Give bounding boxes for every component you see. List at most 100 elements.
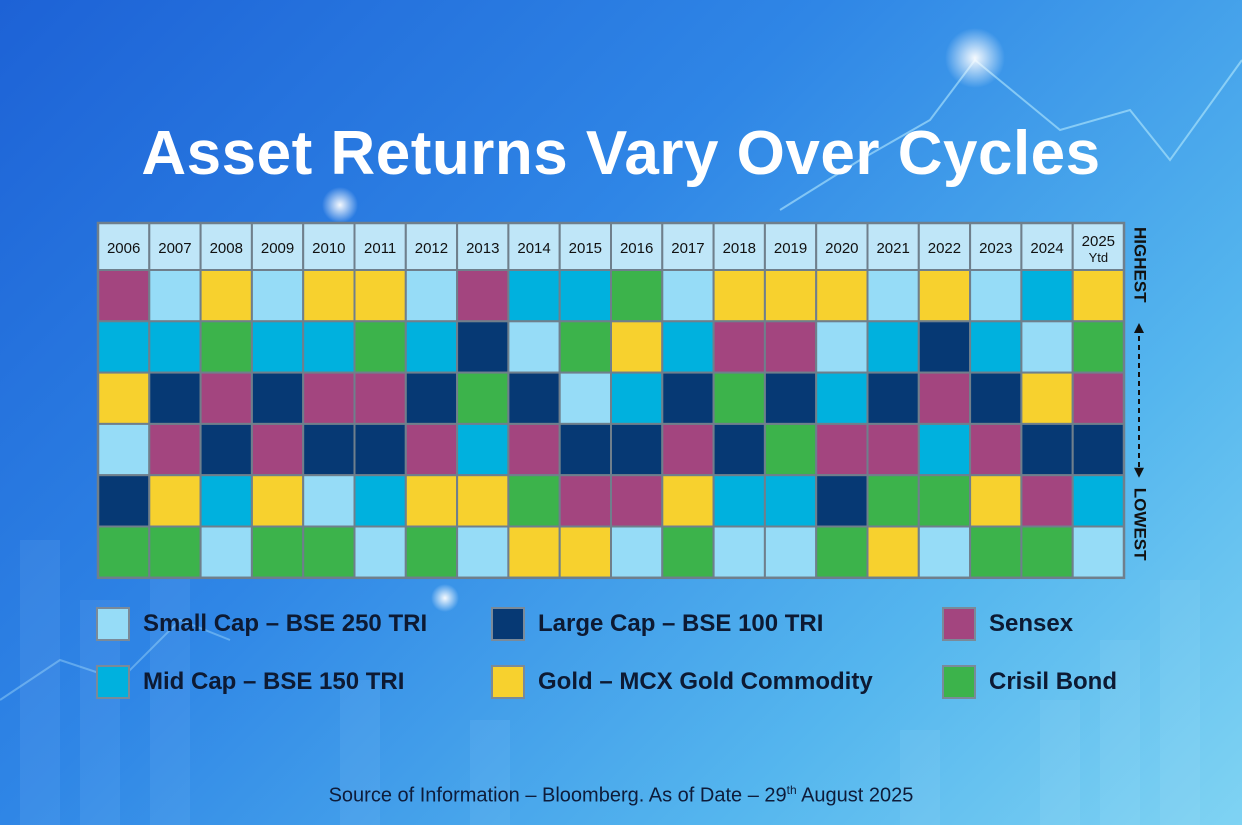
rank-cell [353,474,407,528]
rank-cell [250,371,305,425]
rank-cell [404,525,459,579]
rank-cell [712,371,766,425]
rank-cell [815,422,869,477]
year-header-cell [661,222,715,271]
rank-cell [917,474,972,528]
year-label: 2007 [158,240,191,257]
rank-cell [250,474,305,528]
rank-cell [302,474,356,528]
source-superscript: th [786,783,797,797]
year-label: 2014 [517,240,550,257]
rank-cell [712,474,766,528]
legend-swatch [491,665,525,699]
rank-cell [1020,320,1074,374]
highest-label: HIGHEST [1131,227,1150,303]
rank-cell [507,320,561,374]
rank-cell [661,371,715,425]
rank-cell [969,525,1023,579]
source-prefix: Source of Information – Bloomberg. As of… [328,784,787,807]
legend-item-gold: Gold – MCX Gold Commodity [491,665,873,699]
rank-cell [302,525,356,579]
year-label: 2021 [876,240,909,257]
year-header-cell [815,222,869,271]
rank-cell [507,422,561,477]
year-header-cell [353,222,407,271]
year-label: 2019 [774,240,807,257]
year-label: 2015 [569,240,602,257]
rank-cell [353,525,407,579]
rank-cell [148,320,202,374]
year-label: 2008 [210,240,243,257]
rank-cell [661,474,715,528]
rank-cell [302,320,356,374]
rank-cell [969,269,1023,323]
legend-swatch [96,665,130,699]
legend-item-mid-cap: Mid Cap – BSE 150 TRI [96,665,404,699]
year-label: 2024 [1030,240,1063,257]
source-note: Source of Information – Bloomberg. As of… [0,783,1242,808]
legend-item-crisil-bond: Crisil Bond [942,665,1117,699]
rank-cell [148,474,202,528]
rank-cell [712,269,766,323]
rank-cell [661,525,715,579]
rank-cell [1020,422,1074,477]
rank-cell [917,422,972,477]
year-header-cell [456,222,510,271]
rank-cell [199,525,253,579]
rank-cell [866,474,920,528]
legend-swatch [942,665,976,699]
rank-cell [507,269,561,323]
rank-cell [917,371,972,425]
legend-item-large-cap: Large Cap – BSE 100 TRI [491,607,823,641]
rank-cell [456,320,510,374]
rank-cell [610,474,664,528]
rank-cell [763,422,818,477]
rank-cell [712,422,766,477]
rank-cell [763,269,818,323]
rank-cell [456,474,510,528]
rank-cell [661,269,715,323]
rank-cell [250,525,305,579]
year-header-cell [302,222,356,271]
year-header-cell [507,222,561,271]
rank-cell [815,269,869,323]
rank-cell [1020,525,1074,579]
rank-cell [610,269,664,323]
rank-cell [610,320,664,374]
rank-cell [917,525,972,579]
rank-cell [148,525,202,579]
rank-cell [404,371,459,425]
rank-cell [456,371,510,425]
legend-label: Mid Cap – BSE 150 TRI [143,668,405,695]
rank-cell [969,371,1023,425]
year-label: 2010 [312,240,345,257]
rank-cell [917,320,972,374]
page-title: Asset Returns Vary Over Cycles [141,119,1101,188]
rank-cell [763,525,818,579]
rank-cell [250,320,305,374]
rank-cell [1020,269,1074,323]
legend-item-sensex: Sensex [942,607,1073,641]
legend-label: Large Cap – BSE 100 TRI [538,610,824,637]
legend-label: Sensex [989,610,1074,637]
year-label: 2023 [979,240,1012,257]
rank-cell [1020,371,1074,425]
rank-cell [250,422,305,477]
rank-cell [763,474,818,528]
rank-cell [763,320,818,374]
rank-cell [558,474,613,528]
rank-cell [815,474,869,528]
rank-cell [1071,422,1125,477]
rank-cell [97,525,151,579]
rank-cell [712,525,766,579]
rank-cell [763,371,818,425]
rank-cell [302,269,356,323]
rank-cell [353,371,407,425]
rank-cell [866,320,920,374]
down-arrow-icon [1134,467,1144,478]
rank-cell [815,525,869,579]
rank-cell [456,525,510,579]
rank-cell [507,474,561,528]
legend-item-small-cap: Small Cap – BSE 250 TRI [96,607,427,641]
